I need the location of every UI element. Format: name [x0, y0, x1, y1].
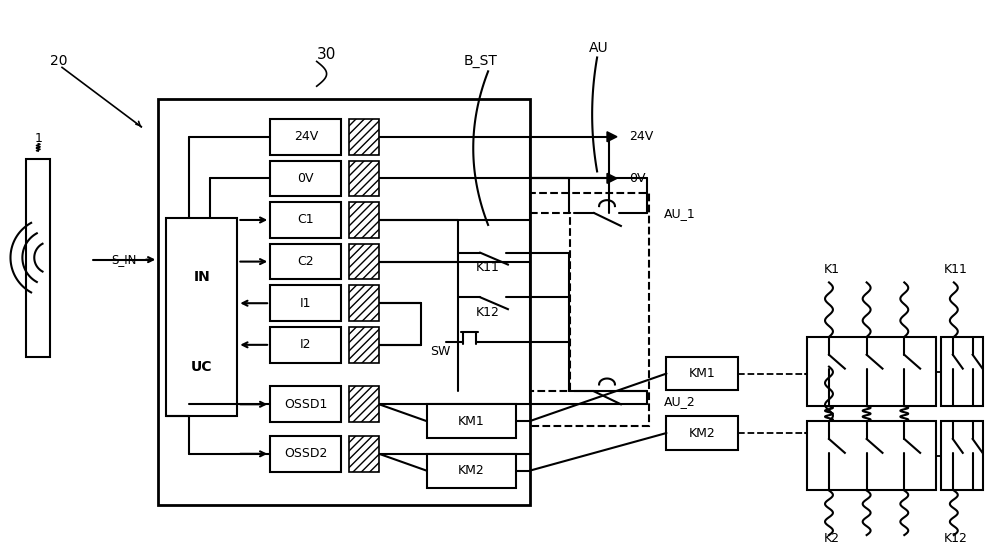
Text: C1: C1: [297, 214, 314, 227]
Text: 24V: 24V: [294, 130, 318, 143]
Bar: [270, 436, 341, 471]
Bar: [427, 404, 516, 438]
Bar: [421, 193, 649, 426]
Bar: [666, 416, 738, 450]
Bar: [349, 286, 379, 321]
Bar: [427, 213, 570, 391]
Text: SW: SW: [430, 346, 451, 358]
Bar: [349, 161, 379, 196]
Bar: [349, 202, 379, 238]
Bar: [349, 436, 379, 471]
Polygon shape: [607, 132, 617, 142]
Text: I1: I1: [300, 296, 312, 310]
Bar: [349, 327, 379, 362]
Bar: [270, 286, 341, 321]
Text: S_IN: S_IN: [112, 253, 137, 266]
Text: K2: K2: [824, 531, 840, 544]
Text: KM2: KM2: [689, 427, 716, 439]
Bar: [349, 386, 379, 422]
Bar: [166, 218, 237, 416]
Bar: [807, 337, 936, 406]
Bar: [270, 161, 341, 196]
Text: AU_1: AU_1: [663, 207, 695, 220]
Text: 30: 30: [317, 47, 336, 62]
Text: K12: K12: [944, 531, 968, 544]
Bar: [666, 357, 738, 390]
Bar: [349, 119, 379, 155]
Text: OSSD1: OSSD1: [284, 398, 327, 411]
Text: OSSD2: OSSD2: [284, 447, 327, 461]
Bar: [427, 454, 516, 488]
Bar: [270, 202, 341, 238]
Bar: [270, 386, 341, 422]
Text: K12: K12: [476, 306, 500, 319]
Text: KM2: KM2: [458, 464, 485, 477]
Bar: [158, 99, 530, 505]
Text: IN: IN: [193, 270, 210, 284]
Text: K11: K11: [476, 261, 500, 274]
Text: 20: 20: [50, 54, 68, 69]
Text: K11: K11: [944, 263, 968, 276]
Text: KM1: KM1: [458, 415, 485, 428]
Text: KM1: KM1: [689, 367, 716, 380]
Text: K1: K1: [824, 263, 840, 276]
Text: 0V: 0V: [298, 172, 314, 185]
Polygon shape: [607, 173, 617, 183]
Text: UC: UC: [191, 360, 212, 374]
Bar: [270, 244, 341, 280]
Text: C2: C2: [297, 255, 314, 268]
Bar: [941, 421, 983, 490]
Text: I2: I2: [300, 338, 312, 352]
Bar: [941, 337, 983, 406]
Bar: [270, 119, 341, 155]
Text: AU_2: AU_2: [663, 395, 695, 408]
Bar: [807, 421, 936, 490]
Text: AU: AU: [589, 40, 609, 54]
Text: 1: 1: [34, 132, 42, 145]
Bar: [26, 159, 50, 357]
Text: 0V: 0V: [629, 172, 645, 185]
Text: 24V: 24V: [629, 130, 653, 143]
Text: B_ST: B_ST: [463, 54, 497, 69]
Bar: [270, 327, 341, 362]
Bar: [349, 244, 379, 280]
